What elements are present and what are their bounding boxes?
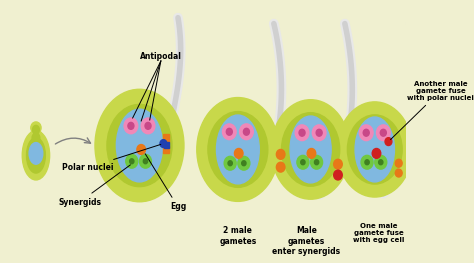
Ellipse shape — [347, 115, 402, 184]
Ellipse shape — [376, 125, 390, 141]
Ellipse shape — [276, 162, 285, 172]
Text: Antipodal: Antipodal — [140, 52, 182, 61]
Text: Another male
gamete fuse
with polar nuclei: Another male gamete fuse with polar nucl… — [391, 81, 474, 140]
Ellipse shape — [301, 160, 305, 165]
Ellipse shape — [359, 125, 373, 141]
Ellipse shape — [137, 145, 146, 154]
Text: Synergids: Synergids — [58, 165, 130, 206]
Ellipse shape — [129, 159, 134, 164]
Ellipse shape — [242, 161, 246, 166]
Ellipse shape — [334, 159, 342, 169]
Ellipse shape — [30, 130, 42, 141]
Ellipse shape — [238, 156, 250, 170]
Ellipse shape — [95, 89, 184, 202]
Text: Polar nuclei: Polar nuclei — [63, 144, 161, 172]
Ellipse shape — [334, 170, 342, 180]
Ellipse shape — [395, 169, 402, 177]
Ellipse shape — [239, 124, 253, 140]
Ellipse shape — [29, 138, 43, 149]
Ellipse shape — [27, 138, 46, 173]
Ellipse shape — [295, 125, 309, 141]
Ellipse shape — [363, 129, 369, 136]
Ellipse shape — [380, 129, 386, 136]
Ellipse shape — [361, 155, 373, 169]
Ellipse shape — [310, 155, 323, 169]
Ellipse shape — [228, 161, 232, 166]
Ellipse shape — [395, 159, 402, 167]
Bar — [164, 134, 169, 141]
Text: Egg: Egg — [145, 154, 186, 211]
Ellipse shape — [107, 104, 172, 187]
Ellipse shape — [355, 117, 394, 182]
Ellipse shape — [312, 125, 326, 141]
Text: One male
gamete fuse
with egg cell: One male gamete fuse with egg cell — [353, 223, 405, 243]
Text: 2 male
gametes: 2 male gametes — [219, 226, 256, 246]
Ellipse shape — [208, 112, 268, 187]
Ellipse shape — [197, 98, 279, 201]
Ellipse shape — [29, 143, 43, 164]
Ellipse shape — [337, 102, 412, 197]
Ellipse shape — [141, 118, 155, 134]
Ellipse shape — [126, 154, 138, 168]
Ellipse shape — [375, 155, 387, 169]
Ellipse shape — [143, 159, 147, 164]
Ellipse shape — [290, 116, 331, 183]
Ellipse shape — [32, 133, 40, 142]
Ellipse shape — [314, 160, 319, 165]
Ellipse shape — [297, 155, 309, 169]
Ellipse shape — [282, 113, 340, 186]
Ellipse shape — [32, 141, 40, 150]
Ellipse shape — [365, 160, 369, 165]
Ellipse shape — [33, 125, 39, 134]
Ellipse shape — [117, 109, 163, 182]
Ellipse shape — [217, 115, 259, 184]
Ellipse shape — [124, 118, 138, 134]
Ellipse shape — [299, 129, 305, 136]
Ellipse shape — [145, 122, 151, 129]
Ellipse shape — [224, 156, 236, 170]
Ellipse shape — [128, 122, 134, 129]
Ellipse shape — [22, 131, 50, 180]
Ellipse shape — [379, 160, 383, 165]
Ellipse shape — [307, 149, 316, 158]
Ellipse shape — [222, 124, 236, 140]
Ellipse shape — [235, 149, 243, 158]
Ellipse shape — [372, 149, 381, 158]
Ellipse shape — [226, 128, 232, 135]
Ellipse shape — [385, 138, 392, 145]
Text: Male
gametes
enter synergids: Male gametes enter synergids — [272, 226, 340, 256]
Ellipse shape — [276, 149, 285, 159]
Ellipse shape — [244, 128, 249, 135]
Ellipse shape — [160, 140, 167, 148]
Ellipse shape — [30, 145, 42, 156]
Ellipse shape — [316, 129, 322, 136]
Ellipse shape — [139, 154, 152, 168]
Ellipse shape — [271, 100, 350, 199]
Ellipse shape — [31, 122, 41, 134]
Bar — [164, 141, 169, 149]
Bar — [164, 145, 169, 153]
